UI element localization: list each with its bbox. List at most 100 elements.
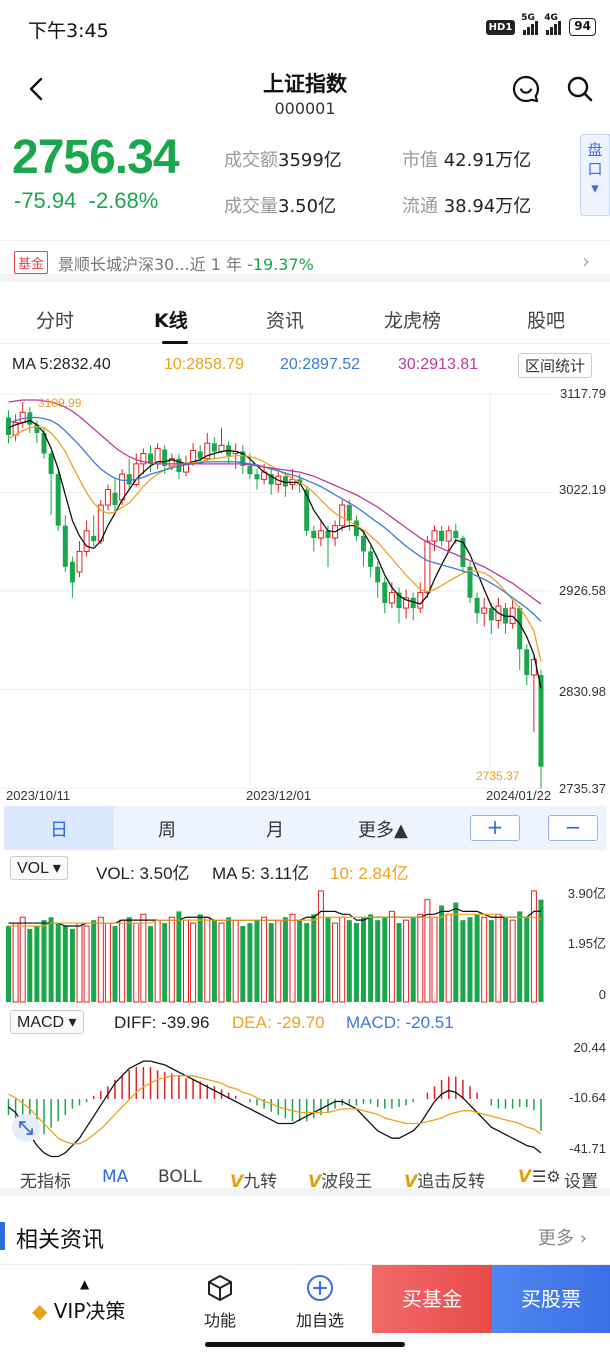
signal-4g-icon: 4G — [544, 13, 562, 35]
candle — [197, 451, 203, 459]
candle — [218, 444, 225, 452]
v-icon: V — [308, 1172, 322, 1192]
candle — [91, 535, 97, 542]
candle — [211, 443, 217, 452]
volume-bar — [62, 926, 68, 1002]
back-icon[interactable] — [22, 74, 52, 104]
volume-bar — [168, 916, 175, 1003]
change-value: -75.94 — [14, 188, 77, 213]
volume-bar — [211, 920, 217, 1002]
period-week[interactable]: 周 — [158, 820, 176, 841]
dea-line — [8, 1075, 542, 1145]
function-button[interactable]: 功能 — [204, 1273, 236, 1331]
ind-nine-turn[interactable]: V九转 — [230, 1172, 278, 1192]
status-icons: HD1 5G 4G 94 — [485, 13, 596, 36]
volume-bar — [104, 922, 111, 1003]
ind-boll[interactable]: BOLL — [158, 1167, 202, 1187]
settings-icon[interactable]: ☰⚙ — [532, 1167, 561, 1186]
range-stats-button[interactable]: 区间统计 — [518, 353, 593, 378]
news-more-link[interactable]: 更多 › — [538, 1228, 587, 1249]
volume-bar — [204, 916, 211, 1003]
chat-icon[interactable] — [510, 73, 542, 105]
zoom-in-button[interactable]: + — [470, 815, 520, 841]
ind-none[interactable]: 无指标 — [20, 1172, 71, 1192]
order-book-button[interactable]: 盘口 ▾ — [580, 134, 610, 216]
status-time: 下午3:45 — [28, 20, 109, 42]
period-day[interactable]: 日 — [50, 820, 68, 841]
volume-bar — [41, 920, 47, 1002]
candle — [247, 465, 253, 475]
volume-bar — [232, 919, 239, 1003]
ind-wave-king[interactable]: V波段王 — [308, 1172, 373, 1192]
candlestick-chart[interactable]: 3117.79 3022.19 2926.58 2830.98 2735.37 … — [0, 382, 610, 806]
ind-chase-reverse[interactable]: V追击反转 — [404, 1172, 486, 1192]
status-bar: 下午3:45 HD1 5G 4G 94 — [0, 0, 610, 60]
candle — [361, 535, 366, 552]
volume-bar — [76, 922, 83, 1003]
volume-bar — [6, 926, 11, 1002]
vol-value: VOL: 3.50亿 — [96, 864, 190, 883]
candle — [240, 451, 246, 466]
volume-bar — [254, 920, 260, 1002]
volume-bar — [467, 917, 473, 1002]
expand-icon[interactable] — [12, 1114, 40, 1142]
search-icon[interactable] — [565, 74, 595, 104]
buy-fund-button[interactable]: 买基金 — [372, 1265, 492, 1333]
low-marker: 2735.37 — [476, 769, 520, 783]
volume-bar — [382, 917, 388, 1002]
volume-bar — [431, 916, 438, 1003]
price-tick: 2926.58 — [559, 583, 606, 598]
price-tick: 3022.19 — [559, 482, 606, 497]
candle — [467, 566, 473, 598]
period-month[interactable]: 月 — [266, 820, 284, 841]
zoom-out-button[interactable]: − — [548, 815, 598, 841]
volume-bar — [361, 917, 366, 1002]
page-title: 上证指数 — [263, 72, 347, 96]
volume-chart[interactable]: 3.90亿 1.95亿 0 — [0, 882, 610, 1004]
ind-more[interactable]: V — [518, 1167, 531, 1187]
candle — [119, 473, 126, 501]
macd-selector[interactable]: MACD ▾ — [10, 1010, 84, 1034]
macd-tick: -41.71 — [569, 1141, 606, 1156]
stat-volume: 成交量3.50亿 — [224, 196, 337, 217]
vol-selector[interactable]: VOL ▾ — [10, 856, 68, 880]
fund-banner[interactable]: 基金 景顺长城沪深30...近 1 年 -19.37% › — [0, 240, 610, 282]
candle — [104, 489, 111, 506]
candle — [325, 530, 331, 539]
indicator-bar: 无指标 MA BOLL V九转 V波段王 V追击反转 V ☰⚙ 设置 — [0, 1160, 610, 1196]
candle — [311, 530, 317, 539]
candle — [69, 561, 75, 583]
price-tick: 3117.79 — [560, 386, 606, 401]
candle — [317, 530, 324, 539]
buy-stock-button[interactable]: 买股票 — [492, 1265, 610, 1333]
date-label: 2023/10/11 — [6, 788, 70, 803]
volume-bar — [226, 917, 232, 1002]
volume-bar — [325, 917, 331, 1002]
volume-bar — [154, 919, 161, 1003]
candle — [453, 530, 459, 539]
current-price: 2756.34 — [12, 131, 180, 184]
volume-bar — [503, 917, 508, 1002]
chart-tabs: 分时 K线 资讯 龙虎榜 股吧 — [0, 290, 610, 344]
add-watchlist-button[interactable]: 加自选 — [296, 1273, 344, 1331]
tab-forum[interactable]: 股吧 — [527, 310, 566, 332]
volume-bar — [126, 917, 132, 1002]
volume-bar — [218, 922, 225, 1003]
ma30-label: 30:2913.81 — [398, 356, 479, 373]
news-accent — [0, 1222, 5, 1250]
vol-tick: 1.95亿 — [568, 936, 606, 951]
candle — [83, 530, 90, 552]
volume-bar — [91, 920, 97, 1002]
settings-label[interactable]: 设置 — [564, 1172, 598, 1192]
volume-bar — [311, 914, 317, 1002]
v-icon: V — [404, 1172, 418, 1192]
tab-kline[interactable]: K线 — [154, 310, 188, 332]
vip-decision-button[interactable]: ◆ VIP决策 — [32, 1299, 126, 1323]
volume-bar — [460, 920, 466, 1002]
tab-news[interactable]: 资讯 — [266, 310, 305, 332]
period-more[interactable]: 更多▲ — [358, 820, 408, 841]
macd-chart[interactable]: 20.44 -10.64 -41.71 — [0, 1036, 610, 1158]
tab-timeshare[interactable]: 分时 — [36, 310, 75, 332]
tab-dragon-tiger[interactable]: 龙虎榜 — [384, 310, 442, 332]
ind-ma[interactable]: MA — [102, 1167, 129, 1187]
